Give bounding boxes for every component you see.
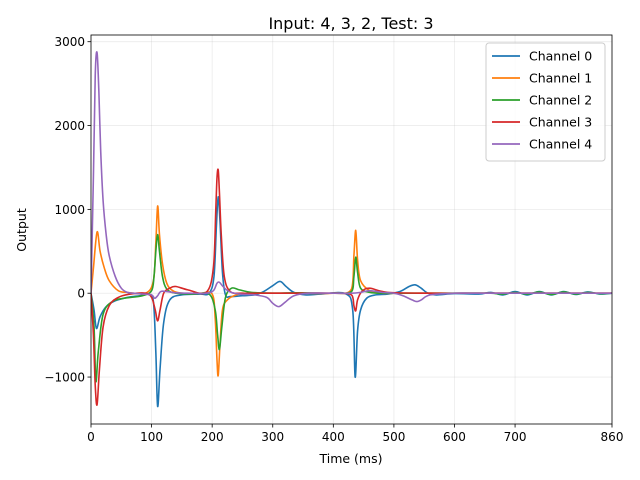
series-line-channel-0 <box>91 195 612 408</box>
legend: Channel 0 Channel 1 Channel 2 Channel 3 Chan… <box>485 42 606 162</box>
y-tick-label: 1000 <box>54 203 85 217</box>
x-tick-label: 700 <box>504 430 527 444</box>
legend-label: Channel 2 <box>529 93 592 108</box>
plot-area <box>91 51 612 408</box>
x-tick-label: 400 <box>322 430 345 444</box>
x-tick-label: 300 <box>261 430 284 444</box>
legend-label: Channel 0 <box>529 49 592 64</box>
y-axis-label: Output <box>14 208 29 252</box>
x-tick-label: 860 <box>601 430 624 444</box>
chart-title: Input: 4, 3, 2, Test: 3 <box>268 14 433 33</box>
axis-ticks: 0 100 200 300 400 500 600 700 860 −1000 0 1000 2000 3… <box>44 35 623 444</box>
plot-frame <box>90 34 613 425</box>
x-tick-label: 600 <box>443 430 466 444</box>
series-line-channel-3 <box>91 168 612 406</box>
x-axis-label: Time (ms) <box>318 451 382 466</box>
y-tick-label: 2000 <box>54 119 85 133</box>
legend-label: Channel 1 <box>529 71 592 86</box>
y-tick-label: −1000 <box>44 371 85 385</box>
x-tick-label: 100 <box>140 430 163 444</box>
x-tick-label: 200 <box>201 430 224 444</box>
x-tick-label: 500 <box>382 430 405 444</box>
legend-label: Channel 4 <box>529 137 592 152</box>
x-tick-label: 0 <box>87 430 95 444</box>
legend-label: Channel 3 <box>529 115 592 130</box>
y-tick-label: 3000 <box>54 35 85 49</box>
y-tick-label: 0 <box>77 287 85 301</box>
series-line-channel-4 <box>91 51 612 308</box>
legend-box <box>485 42 606 162</box>
